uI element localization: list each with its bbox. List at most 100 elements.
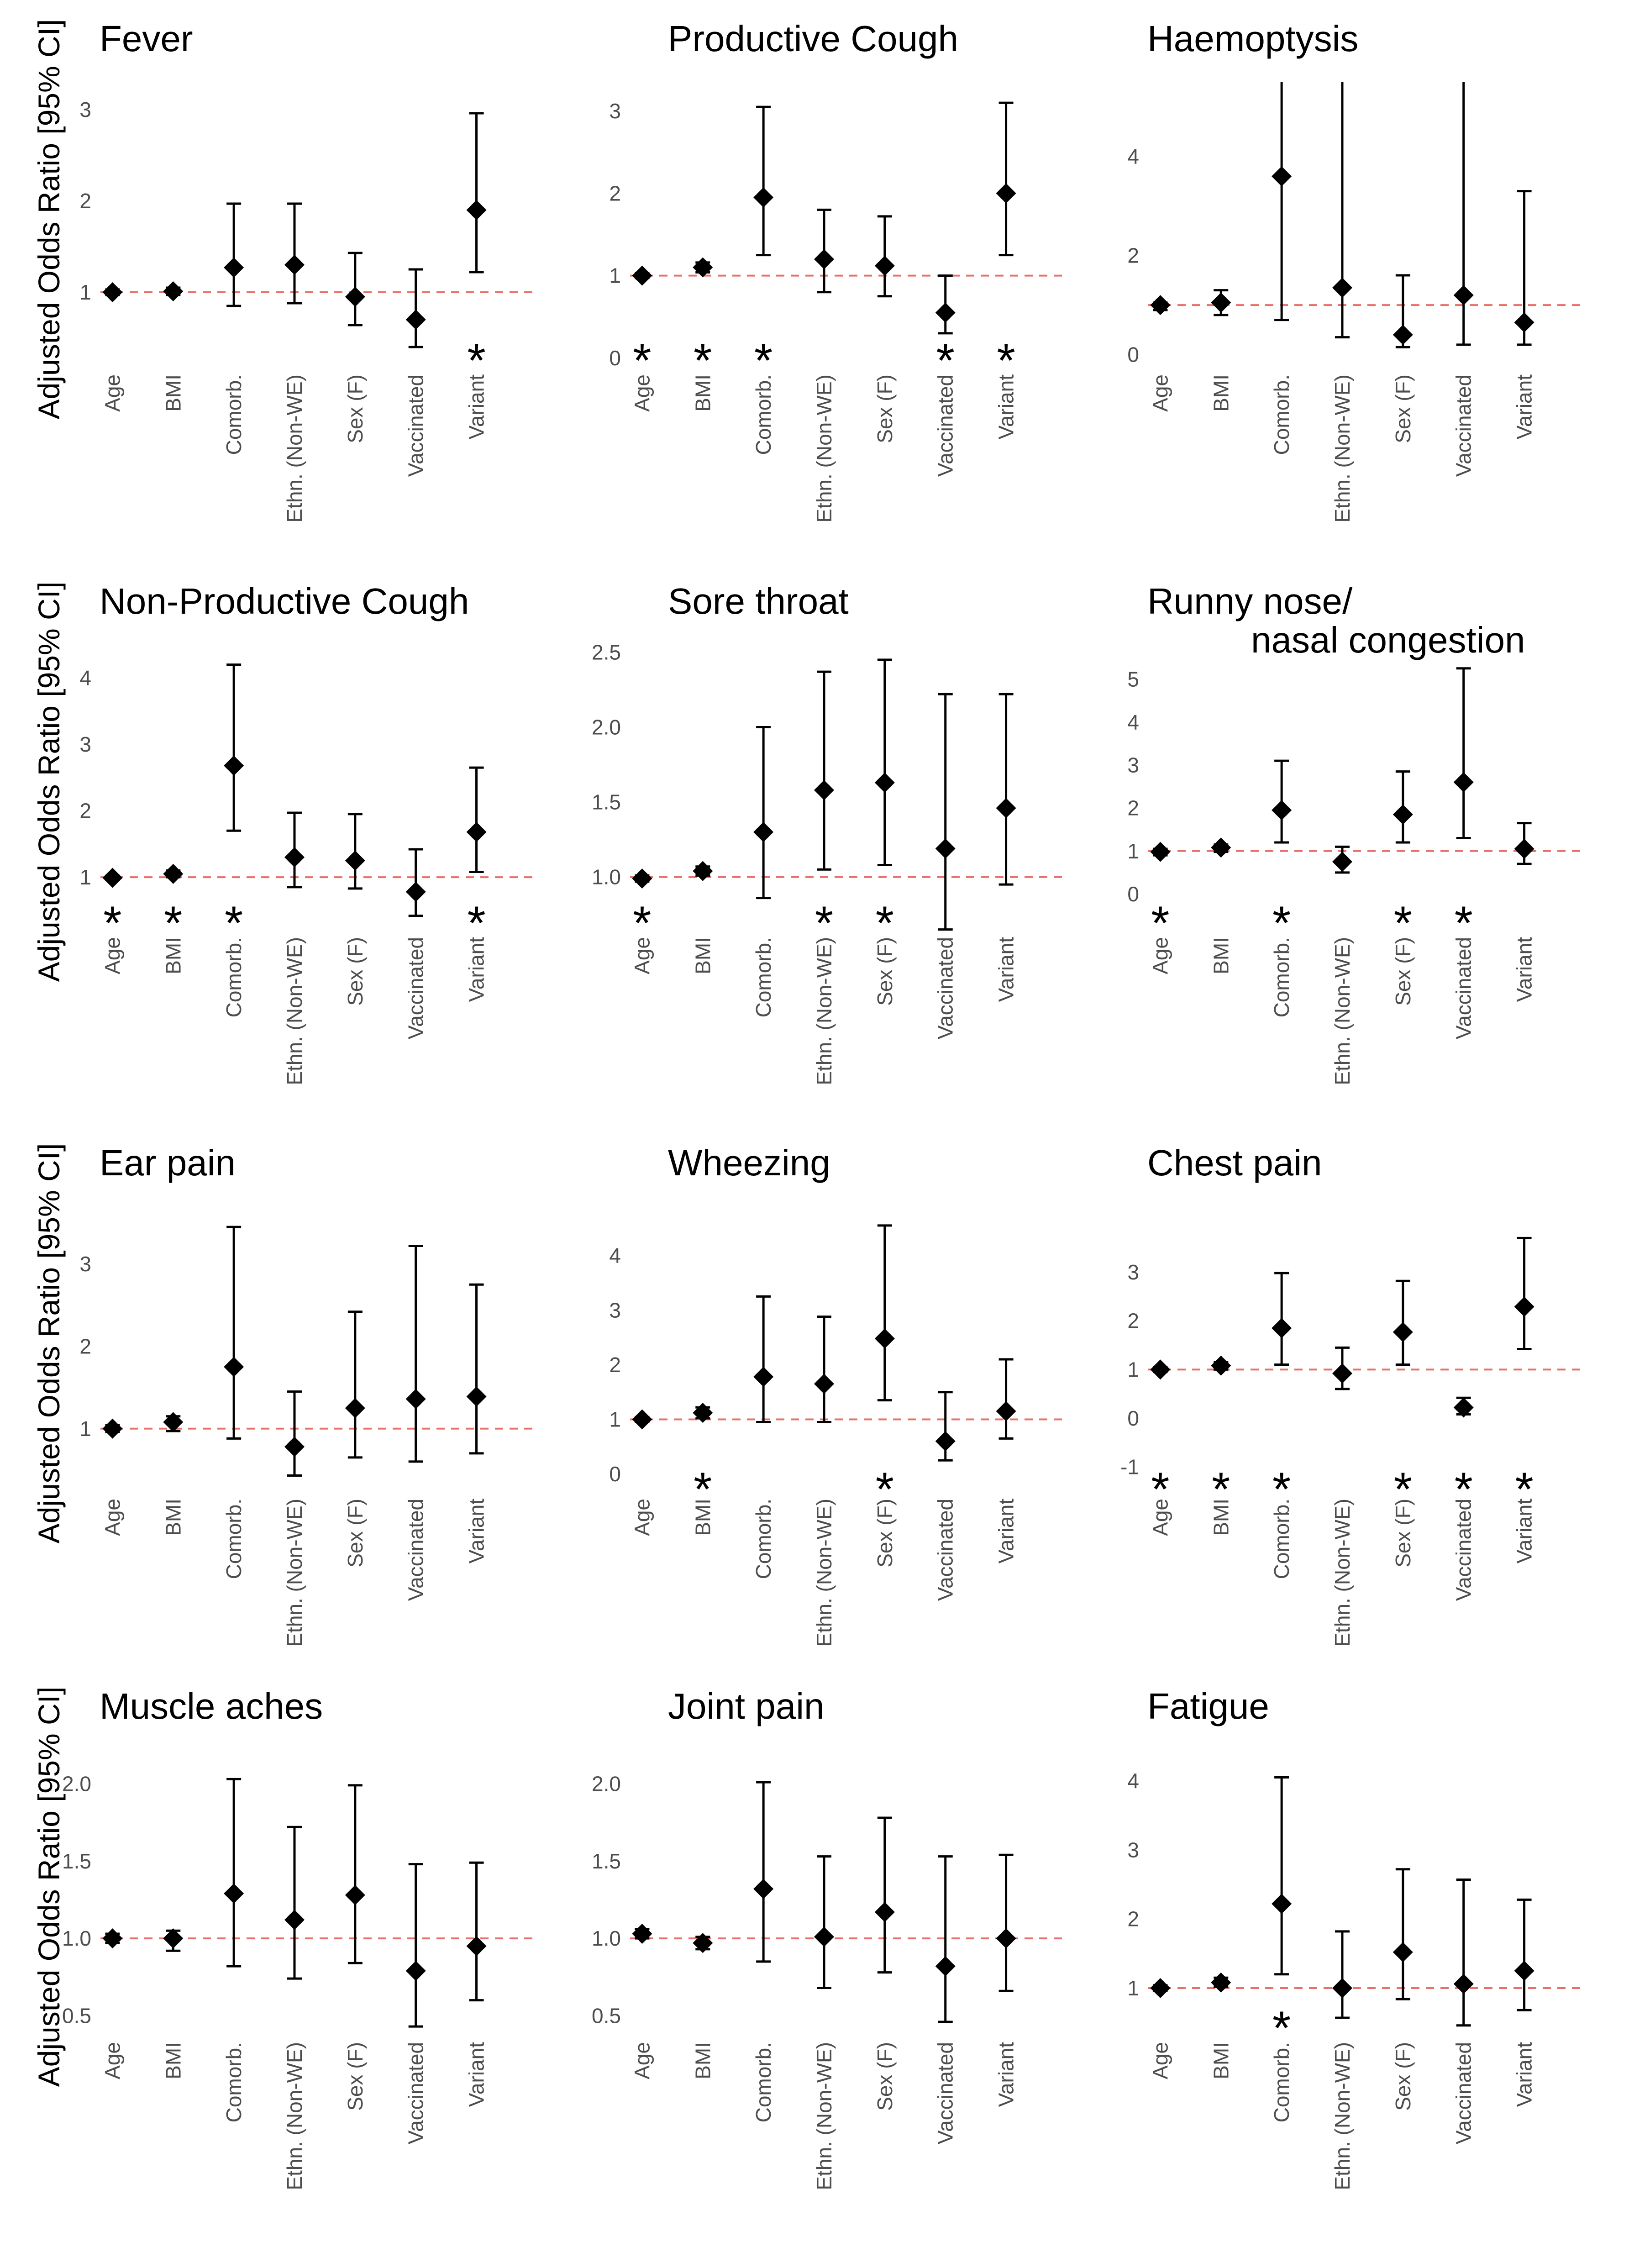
x-tick-label: Vaccinated — [934, 374, 957, 477]
x-tick-label: Age — [1148, 937, 1172, 974]
x-tick-label: Ethn. (Non-WE) — [283, 374, 306, 523]
significance-marker: * — [754, 334, 772, 387]
data-point — [1514, 1296, 1534, 1317]
data-point — [466, 822, 487, 842]
data-point — [1272, 1318, 1292, 1338]
y-tick-label: 1 — [1127, 1358, 1139, 1381]
significance-marker: * — [694, 334, 712, 387]
y-tick-label: 2 — [1127, 1907, 1139, 1931]
data-point — [1332, 852, 1352, 872]
y-tick-label: 2 — [79, 189, 91, 213]
data-point — [874, 772, 895, 793]
x-tick-label: Age — [630, 2042, 654, 2079]
x-tick-label: Variant — [465, 2042, 489, 2107]
x-tick-label: Ethn. (Non-WE) — [1330, 2042, 1354, 2190]
x-tick-label: Vaccinated — [404, 1499, 428, 1601]
y-tick-label: 2 — [1127, 1309, 1139, 1333]
data-point — [996, 798, 1016, 818]
y-tick-label: 4 — [1127, 710, 1139, 734]
significance-marker: * — [997, 334, 1015, 387]
panel-title: Fever — [100, 18, 193, 59]
significance-marker: * — [1151, 1463, 1169, 1516]
x-tick-label: Vaccinated — [934, 937, 957, 1039]
x-tick-label: Age — [630, 1499, 654, 1536]
significance-marker: * — [815, 897, 833, 950]
data-point — [1453, 285, 1474, 305]
x-tick-label: Vaccinated — [934, 1499, 957, 1601]
y-tick-label: 3 — [79, 98, 91, 121]
x-tick-label: Vaccinated — [404, 937, 428, 1039]
data-point — [874, 256, 895, 276]
data-point — [1514, 839, 1534, 859]
y-tick-label: 0 — [609, 1462, 621, 1486]
x-tick-label: Variant — [994, 2042, 1018, 2107]
data-point — [405, 1961, 426, 1981]
data-point — [874, 1902, 895, 1922]
data-point — [102, 1928, 123, 1949]
significance-marker: * — [694, 1463, 712, 1516]
data-point — [1332, 1978, 1352, 1998]
data-point — [345, 287, 365, 307]
x-tick-label: Sex (F) — [1391, 374, 1415, 443]
y-tick-label: 2 — [1127, 796, 1139, 820]
y-tick-label: 1.0 — [62, 1926, 91, 1950]
x-tick-label: Comorb. — [1270, 1499, 1293, 1579]
x-tick-label: BMI — [691, 937, 715, 974]
data-point — [284, 1910, 305, 1930]
data-point — [1272, 800, 1292, 821]
panel-10: Muscle aches Adjusted Odds Ratio [95% CI]… — [32, 1686, 534, 2190]
x-tick-label: Vaccinated — [934, 2042, 957, 2144]
y-tick-label: 1.5 — [592, 1849, 621, 1873]
y-tick-label: 1 — [79, 865, 91, 889]
x-tick-label: Ethn. (Non-WE) — [1330, 937, 1354, 1085]
y-tick-label: 1 — [1127, 1976, 1139, 2000]
data-point — [102, 282, 123, 302]
data-point — [1150, 295, 1171, 316]
y-tick-label: 3 — [1127, 753, 1139, 777]
y-tick-label: 4 — [609, 1244, 621, 1268]
x-tick-label: Vaccinated — [1452, 374, 1476, 477]
y-tick-label: 2 — [79, 799, 91, 823]
panel-title: Ear pain — [100, 1142, 236, 1183]
data-point — [1150, 1978, 1171, 1998]
data-point — [163, 1412, 184, 1432]
y-tick-label: 0 — [1127, 343, 1139, 367]
x-tick-label: Age — [100, 937, 124, 974]
y-tick-label: 0.5 — [592, 2004, 621, 2027]
data-point — [1393, 804, 1413, 825]
y-tick-label: 3 — [1127, 1838, 1139, 1862]
data-point — [632, 1409, 652, 1430]
panel-11: Joint pain 0.5 1.0 1.5 2.0 Age BMI Comorb. Ethn.… — [592, 1686, 1064, 2190]
significance-marker: * — [936, 334, 954, 387]
significance-marker: * — [467, 897, 485, 950]
x-tick-label: Age — [100, 374, 124, 412]
panel-title: Runny nose/ — [1147, 581, 1353, 621]
data-point — [1211, 837, 1231, 858]
data-point — [102, 1418, 123, 1439]
data-point — [814, 1373, 834, 1394]
significance-marker: * — [876, 897, 894, 950]
y-axis-label: Adjusted Odds Ratio [95% CI] — [32, 582, 66, 982]
panel-title: Haemoptysis — [1147, 18, 1358, 59]
data-point — [693, 1403, 713, 1423]
data-point — [163, 281, 184, 301]
y-tick-label: 5 — [1127, 667, 1139, 691]
y-axis-label: Adjusted Odds Ratio [95% CI] — [32, 1687, 66, 2087]
x-tick-label: Sex (F) — [873, 937, 897, 1006]
data-point — [753, 187, 774, 208]
x-tick-label: BMI — [1209, 2042, 1233, 2079]
data-point — [814, 780, 834, 800]
y-tick-label: 3 — [1127, 1260, 1139, 1284]
panel-title: Productive Cough — [668, 18, 958, 59]
panel-title: Chest pain — [1147, 1142, 1322, 1183]
x-tick-label: Sex (F) — [343, 937, 367, 1006]
x-tick-label: BMI — [691, 374, 715, 412]
data-point — [466, 200, 487, 220]
x-tick-label: Age — [630, 937, 654, 974]
x-tick-label: Variant — [465, 374, 489, 440]
x-tick-label: Age — [1148, 1499, 1172, 1536]
x-tick-label: Variant — [1513, 374, 1536, 440]
data-point — [405, 310, 426, 330]
